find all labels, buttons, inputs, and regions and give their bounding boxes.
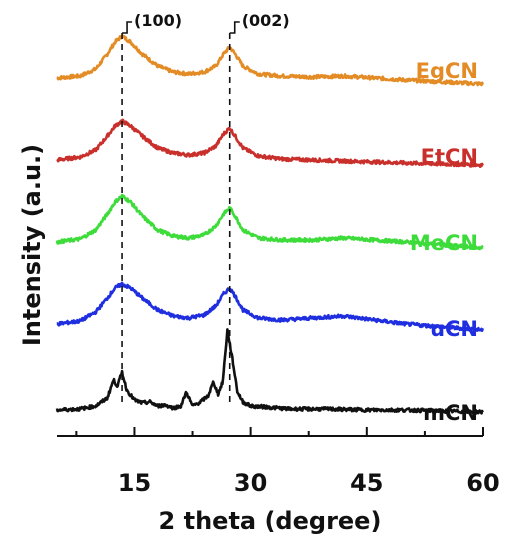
series-label-MeCN: MeCN xyxy=(410,231,478,255)
x-axis-title: 2 theta (degree) xyxy=(159,507,382,535)
x-tick-label-45: 45 xyxy=(350,469,383,497)
series-line-EgCN xyxy=(56,34,484,87)
series-line-MeCN xyxy=(55,193,484,251)
series-EgCN: EgCN xyxy=(56,34,484,87)
series-line-uCN xyxy=(56,281,484,333)
axis-layer: 15 30 45 60 xyxy=(57,427,500,497)
series-layer: EgCN EtCN MeCN uCN mCN xyxy=(55,34,484,425)
series-mCN: mCN xyxy=(55,328,484,425)
series-EtCN: EtCN xyxy=(56,118,484,169)
series-label-mCN: mCN xyxy=(423,401,478,425)
peak-annotation-layer: (100) (002) xyxy=(121,11,290,404)
x-tick-layer: 15 30 45 60 xyxy=(75,427,500,497)
x-tick-label-30: 30 xyxy=(234,469,267,497)
series-line-mCN xyxy=(55,328,484,415)
series-label-uCN: uCN xyxy=(430,317,478,341)
peak-label-1: (100) xyxy=(134,11,182,30)
peak-label-2: (002) xyxy=(242,11,290,30)
series-line-EtCN xyxy=(56,118,484,168)
peak-bracket-2 xyxy=(229,21,240,34)
peak-bracket-1 xyxy=(122,21,133,34)
y-axis-title: Intensity (a.u.) xyxy=(18,144,46,346)
plot-area: EgCN EtCN MeCN uCN mCN (100) (002) 15 30 45 60 xyxy=(55,11,500,497)
series-MeCN: MeCN xyxy=(55,193,484,255)
series-label-EtCN: EtCN xyxy=(421,145,478,169)
x-tick-label-15: 15 xyxy=(118,469,151,497)
series-label-EgCN: EgCN xyxy=(416,59,478,83)
x-tick-label-60: 60 xyxy=(466,469,499,497)
series-uCN: uCN xyxy=(56,281,484,341)
